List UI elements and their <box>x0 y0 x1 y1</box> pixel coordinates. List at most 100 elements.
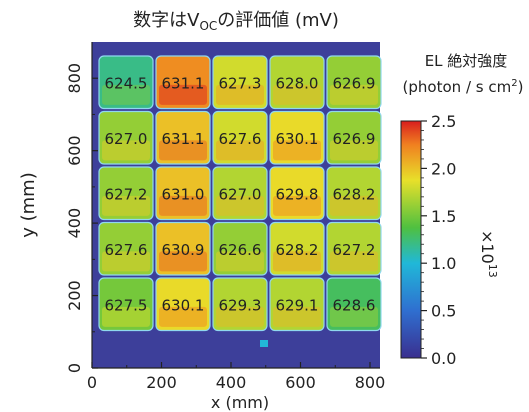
module-hotband <box>330 140 378 161</box>
module-cell <box>98 55 154 110</box>
voc-value: 628.2 <box>276 241 319 259</box>
module-hotband <box>216 306 264 327</box>
module-hotband <box>216 140 264 161</box>
chart-title: 数字はVOCの評価値 (mV) <box>133 10 339 33</box>
module-hotband <box>159 251 207 272</box>
module-cell <box>326 277 382 332</box>
voc-value: 628.6 <box>333 296 376 314</box>
cb-mult-base: ×10 <box>478 230 497 264</box>
module-cell <box>212 221 268 276</box>
module-cell <box>326 55 382 110</box>
colorbar-tick-label: 1.0 <box>431 254 456 273</box>
module-cell <box>269 110 325 165</box>
cb-mult-exp: 13 <box>486 264 499 278</box>
module-hotband <box>159 306 207 327</box>
module-cell <box>155 110 211 165</box>
module-hotband <box>330 306 378 327</box>
voc-value: 628.2 <box>333 185 376 203</box>
cb-title2-post: ) <box>518 78 524 96</box>
module-hotband <box>102 195 150 216</box>
voc-value: 624.5 <box>105 74 148 92</box>
module-hotband <box>273 251 321 272</box>
x-tick-label: 600 <box>285 373 316 392</box>
module-cell <box>98 221 154 276</box>
voc-value: 627.5 <box>105 296 148 314</box>
module-cell <box>212 110 268 165</box>
module-cell <box>155 55 211 110</box>
module-cell <box>98 277 154 332</box>
voc-value: 628.0 <box>276 74 319 92</box>
voc-value: 626.9 <box>333 130 376 148</box>
x-tick-label: 800 <box>355 373 386 392</box>
y-axis-label: y (mm) <box>18 172 39 238</box>
module-hotband <box>102 251 150 272</box>
module-cell <box>326 221 382 276</box>
cb-title2-pre: (photon / s cm <box>403 78 512 96</box>
module-cell <box>98 166 154 221</box>
module-hotband <box>330 251 378 272</box>
voc-value: 626.9 <box>333 74 376 92</box>
colorbar-tick-label: 0.0 <box>431 349 456 368</box>
module-hotband <box>330 84 378 105</box>
colorbar-title-1: EL 絶対強度 <box>425 52 508 70</box>
voc-value: 627.2 <box>333 241 376 259</box>
module-cell <box>326 110 382 165</box>
voc-value: 627.6 <box>105 241 148 259</box>
module-cell <box>326 166 382 221</box>
module-cell <box>98 110 154 165</box>
voc-value: 630.1 <box>162 296 205 314</box>
voc-value: 631.0 <box>162 185 205 203</box>
module-cell <box>212 166 268 221</box>
voc-value: 627.0 <box>105 130 148 148</box>
module-hotband <box>273 140 321 161</box>
module-hotband <box>102 140 150 161</box>
axes-ticks: 0 200 400 600 800 0 200 400 600 800 <box>65 63 385 392</box>
module-cell <box>269 221 325 276</box>
module-cell <box>155 277 211 332</box>
voc-value: 627.3 <box>219 74 262 92</box>
module-hotband <box>216 251 264 272</box>
module-cell <box>212 55 268 110</box>
y-tick-label: 600 <box>65 135 84 166</box>
y-tick-label: 400 <box>65 208 84 239</box>
module-hotband <box>102 306 150 327</box>
colorbar-ticks: 0.0 0.5 1.0 1.5 2.0 2.5 <box>421 112 456 368</box>
title-post: の評価値 (mV) <box>217 10 339 31</box>
y-tick-label: 0 <box>65 363 84 373</box>
module-hotband <box>273 195 321 216</box>
module-hotband <box>159 195 207 216</box>
title-pre: 数字はV <box>133 10 200 31</box>
voc-value: 629.3 <box>219 296 262 314</box>
voc-value: 627.6 <box>219 130 262 148</box>
voc-value: 630.1 <box>276 130 319 148</box>
module-hotband <box>216 84 264 105</box>
x-tick-label: 400 <box>216 373 247 392</box>
cb-title2-sup: 2 <box>511 78 517 89</box>
voc-value: 629.1 <box>276 296 319 314</box>
colorbar-tick-label: 1.5 <box>431 207 456 226</box>
voc-value: 630.9 <box>162 241 205 259</box>
colorbar-tick-label: 0.5 <box>431 302 456 321</box>
y-tick-label: 200 <box>65 280 84 311</box>
voc-value: 629.8 <box>276 185 319 203</box>
y-tick-label: 800 <box>65 63 84 94</box>
colorbar-tick-label: 2.0 <box>431 159 456 178</box>
voc-value: 631.1 <box>162 130 205 148</box>
module-grid: 624.5 631.1 627.3 628.0 626.9 627.0 631.1 627.6… <box>98 55 382 332</box>
voc-value: 627.2 <box>105 185 148 203</box>
module-hotband <box>273 84 321 105</box>
title-sub: OC <box>199 19 217 33</box>
x-tick-label: 0 <box>87 373 97 392</box>
module-cell <box>212 277 268 332</box>
x-tick-label: 200 <box>146 373 177 392</box>
sensor-dot <box>260 340 268 347</box>
x-axis-label: x (mm) <box>211 393 269 412</box>
module-hotband <box>159 84 207 105</box>
module-cell <box>155 166 211 221</box>
module-cell <box>269 55 325 110</box>
voc-value: 631.1 <box>162 74 205 92</box>
module-hotband <box>330 195 378 216</box>
module-hotband <box>102 84 150 105</box>
voc-value: 627.0 <box>219 185 262 203</box>
